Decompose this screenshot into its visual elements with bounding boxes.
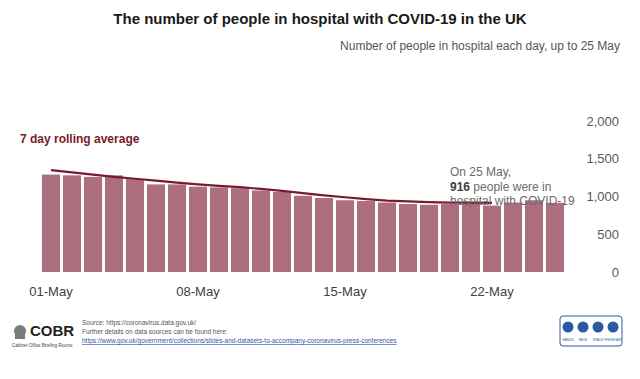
badge-frame — [560, 316, 622, 346]
y-tick — [619, 158, 621, 159]
bar — [147, 184, 165, 272]
crest-shape — [15, 334, 25, 339]
details-link: https://www.gov.uk/government/collection… — [82, 337, 397, 345]
bar — [252, 190, 270, 272]
badge-label: FACE — [579, 338, 587, 342]
bar — [399, 204, 417, 272]
annotation-line: people were in — [470, 180, 551, 194]
marks — [42, 170, 564, 272]
bar — [210, 187, 228, 272]
annotation: On 25 May,916 people were inhospital wit… — [450, 165, 575, 208]
bar — [378, 203, 396, 272]
legend-label: 7 day rolling average — [20, 132, 140, 146]
bar — [504, 203, 522, 272]
badge-label: HANDS — [562, 338, 573, 342]
y-tick-label: 0 — [612, 265, 619, 280]
y-tick-label: 500 — [597, 227, 619, 242]
details: Further details on data sources can be f… — [82, 328, 228, 335]
crest — [14, 325, 26, 339]
annotation-line: On 25 May, — [450, 165, 511, 179]
y-tick-label: 2,000 — [586, 114, 619, 129]
x-tick-label: 01-May — [29, 284, 73, 299]
y-tick — [619, 234, 621, 235]
badge-label: FRESH AIR — [605, 338, 623, 342]
y-tick-label: 1,500 — [586, 151, 619, 166]
x-tick-label: 08-May — [176, 284, 220, 299]
logo: COBR — [30, 322, 74, 339]
badge: HANDS FACE SPACEFRESH AIR — [560, 316, 622, 346]
logo-subtitle: Cabinet Office Briefing Rooms — [12, 343, 73, 348]
bar — [63, 175, 81, 272]
bar — [294, 196, 312, 272]
subtitle: Number of people in hospital each day, u… — [340, 39, 620, 53]
y-tick — [619, 196, 621, 197]
bar — [525, 200, 543, 272]
bar — [315, 198, 333, 272]
title: The number of people in hospital with CO… — [113, 10, 527, 27]
badge-icon — [578, 322, 589, 333]
bar — [273, 192, 291, 272]
annotation-bold: 916 — [450, 180, 470, 194]
source: Source: https://coronavirus.data.gov.uk/ — [82, 319, 196, 327]
bar — [189, 187, 207, 272]
badge-label: SPACE — [593, 338, 604, 342]
bar — [441, 204, 459, 272]
badge-icon — [563, 322, 574, 333]
badge-icon — [593, 322, 604, 333]
rolling-average-line — [51, 170, 492, 203]
y-tick — [619, 272, 621, 273]
bar — [462, 203, 480, 272]
bar — [84, 177, 102, 272]
bar — [357, 201, 375, 272]
bar — [546, 203, 564, 272]
chart-root: The number of people in hospital with CO… — [0, 0, 640, 379]
x-tick-label: 22-May — [470, 284, 514, 299]
bar — [126, 179, 144, 272]
badge-icon — [608, 322, 619, 333]
y-tick-label: 1,000 — [586, 189, 619, 204]
x-tick-label: 15-May — [323, 284, 367, 299]
bar — [105, 175, 123, 272]
bar — [231, 188, 249, 272]
bar — [336, 200, 354, 272]
annotation-line: hospital with COVID-19 — [450, 194, 575, 208]
bar — [42, 175, 60, 272]
y-tick — [619, 121, 621, 122]
bar — [168, 184, 186, 272]
chart: The number of people in hospital with CO… — [0, 0, 640, 379]
bar — [420, 205, 438, 272]
bar — [483, 206, 501, 272]
